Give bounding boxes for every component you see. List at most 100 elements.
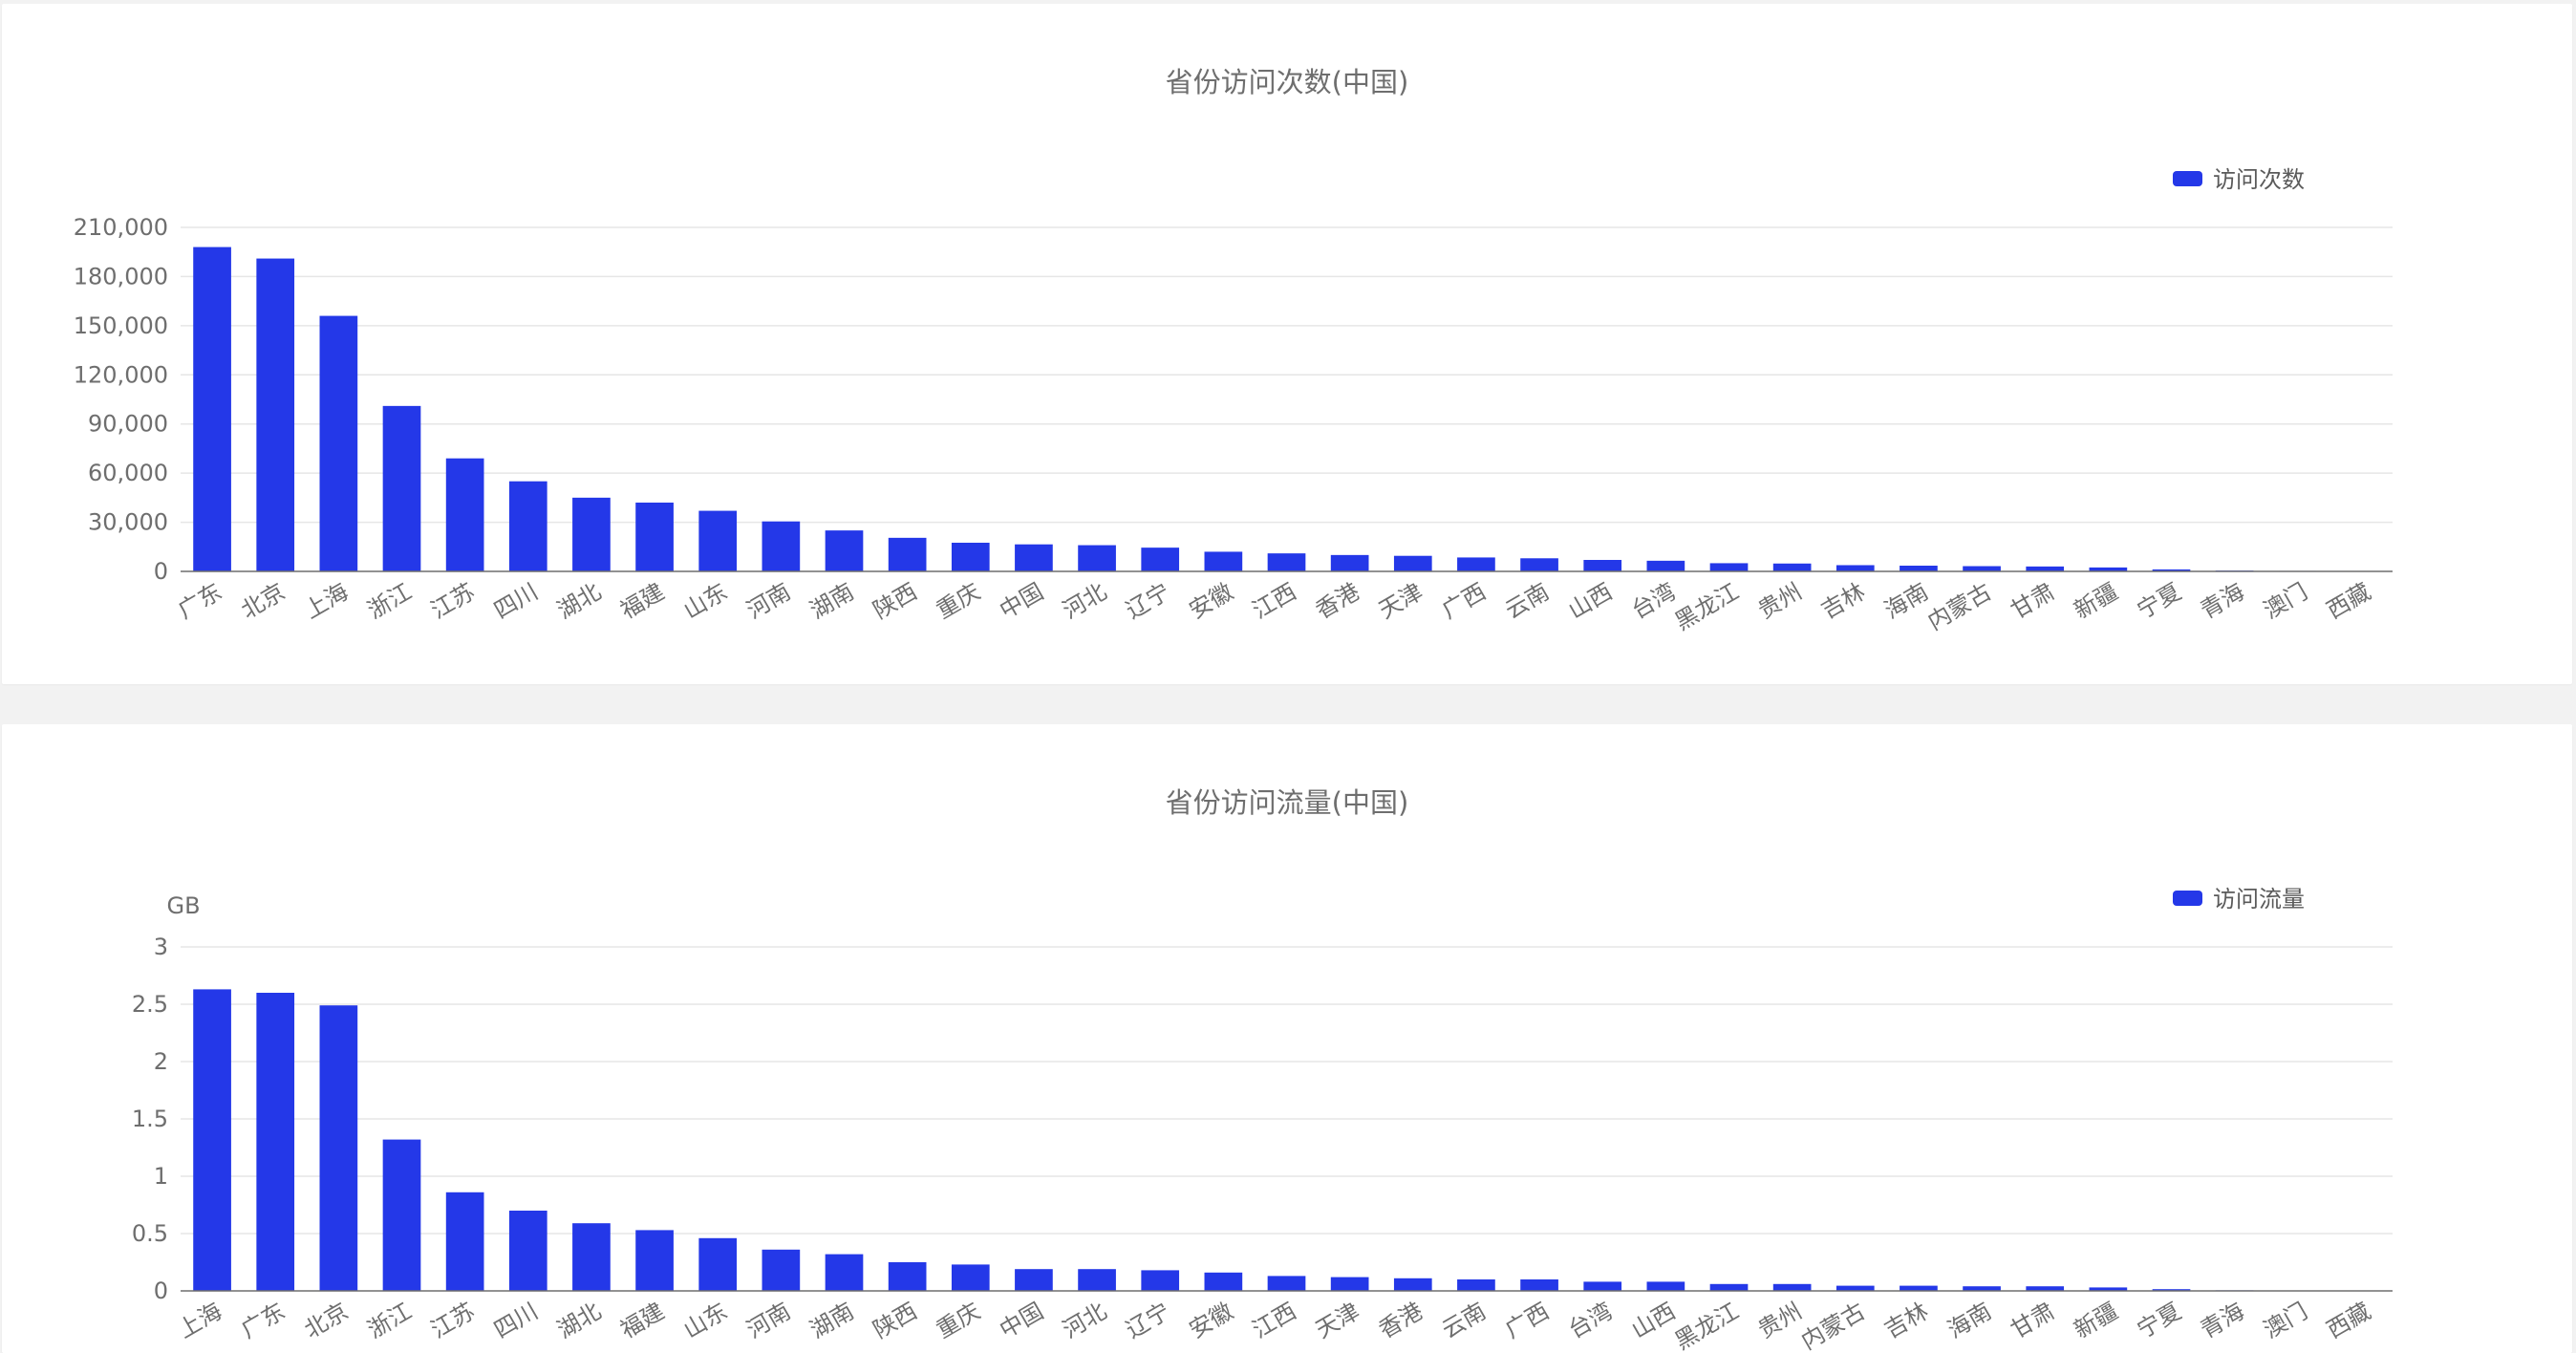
bar xyxy=(1772,1283,1812,1291)
bar xyxy=(256,258,295,571)
traffic-bar-chart: 省份访问流量(中国) 访问流量 GB 0 0.5 1 1.5 2 2.5 3 上海 广东 北京 浙江 江苏四… xyxy=(132,786,2393,1353)
bar xyxy=(193,247,231,571)
y-tick-label: 30,000 xyxy=(88,509,168,536)
bar xyxy=(1457,1279,1495,1291)
x-tick-label: 福建 xyxy=(616,578,670,624)
bar xyxy=(1583,560,1622,571)
x-tick-label: 四川 xyxy=(489,1298,543,1343)
x-tick-label: 西藏 xyxy=(2322,578,2375,624)
x-tick-label: 辽宁 xyxy=(1122,578,1175,624)
bar xyxy=(1330,554,1369,571)
bar xyxy=(1772,563,1812,571)
bar xyxy=(1583,1281,1622,1291)
legend: 访问流量 xyxy=(2173,886,2305,913)
bar xyxy=(825,530,864,571)
y-tick-label: 90,000 xyxy=(88,411,168,438)
bar xyxy=(1835,1285,1875,1291)
x-tick-label: 天津 xyxy=(1311,1298,1364,1343)
x-tick-label: 湖南 xyxy=(805,1298,859,1343)
x-tick-label: 湖北 xyxy=(552,1298,606,1343)
x-tick-label: 新疆 xyxy=(2070,578,2123,624)
x-tick-label: 甘肃 xyxy=(2007,1298,2060,1343)
bar xyxy=(2026,566,2065,571)
bar xyxy=(445,1192,484,1291)
bar xyxy=(888,1262,927,1291)
x-tick-label: 重庆 xyxy=(932,578,985,624)
y-tick-label: 1.5 xyxy=(132,1106,168,1132)
bar xyxy=(1900,566,1938,571)
x-tick-label: 甘肃 xyxy=(2007,578,2060,624)
y-tick-label: 60,000 xyxy=(88,460,168,486)
traffic-chart-panel: 省份访问流量(中国) 访问流量 GB 0 0.5 1 1.5 2 2.5 3 上海 广东 北京 浙江 江苏四… xyxy=(2,724,2572,1353)
legend: 访问次数 xyxy=(2173,166,2305,193)
bar xyxy=(698,1237,738,1291)
x-tick-label: 重庆 xyxy=(932,1298,985,1343)
x-tick-label: 广西 xyxy=(1501,1298,1555,1343)
bar xyxy=(1393,1278,1432,1291)
x-tick-label: 宁夏 xyxy=(2133,578,2186,624)
x-tick-label: 青海 xyxy=(2196,578,2249,624)
bar xyxy=(193,989,231,1291)
x-tick-label: 新疆 xyxy=(2070,1298,2123,1343)
x-tick-label: 陕西 xyxy=(869,578,922,624)
x-tick-label: 四川 xyxy=(489,578,543,624)
legend-label: 访问流量 xyxy=(2213,886,2305,913)
chart-title: 省份访问次数(中国) xyxy=(1166,66,1409,98)
legend-swatch xyxy=(2173,891,2202,906)
x-tick-label: 吉林 xyxy=(1816,578,1870,624)
x-tick-label: 江苏 xyxy=(426,1298,480,1343)
x-tick-label: 浙江 xyxy=(363,1298,417,1343)
bar xyxy=(256,993,295,1291)
x-tick-label: 云南 xyxy=(1437,1298,1491,1343)
bar xyxy=(319,315,358,571)
x-tick-label: 澳门 xyxy=(2259,1298,2312,1343)
bar xyxy=(1457,557,1495,571)
bar xyxy=(1078,545,1116,571)
y-tick-label: 0.5 xyxy=(132,1220,168,1247)
x-tick-label: 黑龙江 xyxy=(1670,578,1743,635)
visits-bar-chart: 省份访问次数(中国) 访问次数 0 30,000 60,000 90,000 120,000… xyxy=(74,66,2393,635)
y-tick-label: 180,000 xyxy=(74,263,168,290)
bar xyxy=(508,1211,547,1291)
bar xyxy=(1709,563,1749,571)
x-tick-label: 内蒙古 xyxy=(1796,1298,1869,1353)
bar xyxy=(2026,1286,2065,1291)
bar xyxy=(1078,1269,1116,1291)
bar xyxy=(1646,1281,1685,1291)
x-tick-label: 宁夏 xyxy=(2133,1298,2186,1343)
bar xyxy=(1015,544,1053,571)
bar xyxy=(2152,569,2191,571)
bar xyxy=(572,1223,611,1291)
bar xyxy=(2089,567,2128,571)
x-tick-label: 安徽 xyxy=(1185,578,1238,624)
x-tick-label: 台湾 xyxy=(1564,1298,1618,1343)
x-tick-label: 中国 xyxy=(995,578,1048,624)
x-tick-label: 北京 xyxy=(237,578,290,624)
bar xyxy=(1141,548,1180,571)
y-tick-label: 150,000 xyxy=(74,312,168,339)
x-tick-label: 河南 xyxy=(742,1298,796,1343)
x-tick-label: 河南 xyxy=(742,578,796,624)
x-tick-label: 中国 xyxy=(995,1298,1048,1343)
x-tick-label: 贵州 xyxy=(1753,578,1807,624)
bar xyxy=(951,543,990,571)
bar xyxy=(888,537,927,571)
x-tick-label: 山东 xyxy=(679,578,733,624)
x-tick-label: 广西 xyxy=(1437,578,1491,624)
x-tick-label: 陕西 xyxy=(869,1298,922,1343)
bar xyxy=(319,1005,358,1291)
x-tick-label: 湖北 xyxy=(552,578,606,624)
bar xyxy=(1520,1279,1558,1291)
x-tick-label: 青海 xyxy=(2196,1298,2249,1343)
legend-label: 访问次数 xyxy=(2213,166,2305,193)
y-tick-label: 2 xyxy=(154,1048,168,1075)
x-tick-label: 天津 xyxy=(1374,578,1428,624)
bar xyxy=(762,521,801,571)
y-tick-label: 2.5 xyxy=(132,991,168,1018)
bar xyxy=(1204,551,1243,571)
x-tick-label: 辽宁 xyxy=(1122,1298,1175,1343)
x-tick-label: 福建 xyxy=(616,1298,670,1343)
y-tick-label: 120,000 xyxy=(74,361,168,388)
x-tick-label: 香港 xyxy=(1374,1298,1428,1343)
y-tick-label: 210,000 xyxy=(74,214,168,241)
